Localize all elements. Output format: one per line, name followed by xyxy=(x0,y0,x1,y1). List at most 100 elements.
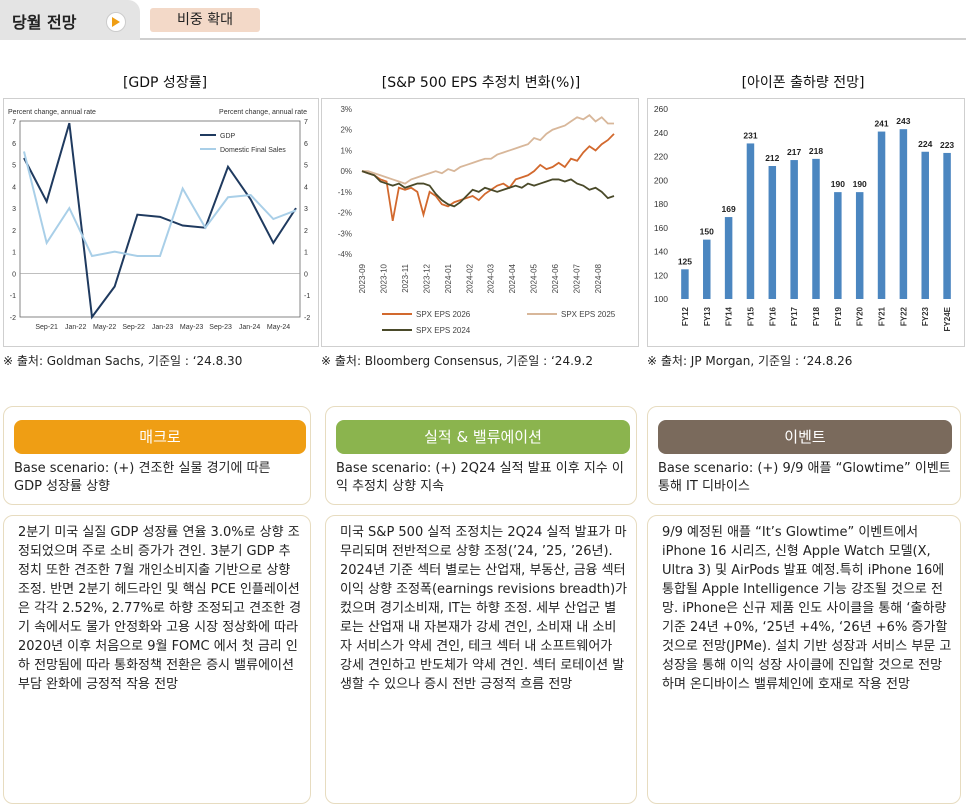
iphone-bar-label: 223 xyxy=(940,140,954,150)
iphone-bar-label: 125 xyxy=(678,256,692,266)
iphone-y-tick: 120 xyxy=(654,270,668,280)
gdp-left-tick: 2 xyxy=(12,228,16,235)
macro-scenario: Base scenario: (+) 견조한 실물 경기에 따른 GDP 성장률… xyxy=(14,461,271,494)
gdp-left-tick: 7 xyxy=(12,119,16,126)
iphone-bar-label: 218 xyxy=(809,146,823,156)
iphone-x-tick: FY24E xyxy=(943,306,952,331)
gdp-right-tick: 0 xyxy=(304,271,308,278)
header-divider xyxy=(0,38,966,40)
iphone-y-tick: 160 xyxy=(654,223,668,233)
event-scenario: Base scenario: (+) 9/9 애플 “Glowtime” 이벤트… xyxy=(658,461,951,494)
gdp-right-tick: -2 xyxy=(304,315,310,322)
iphone-bar xyxy=(899,129,908,299)
macro-body-text: 2분기 미국 실질 GDP 성장률 연율 3.0%로 상향 조정되었으며 주로 … xyxy=(18,525,302,692)
gdp-left-tick: 6 xyxy=(12,141,16,148)
eps-legend-label: SPX EPS 2025 xyxy=(561,310,616,319)
iphone-bar xyxy=(943,152,951,299)
gdp-chart: Percent change, annual rate Percent chan… xyxy=(3,98,319,347)
iphone-bar-label: 150 xyxy=(700,227,714,237)
iphone-x-tick: FY18 xyxy=(812,306,821,326)
event-card: 이벤트 Base scenario: (+) 9/9 애플 “Glowtime”… xyxy=(647,406,961,505)
gdp-right-tick: 7 xyxy=(304,119,308,126)
gdp-left-tick: -1 xyxy=(10,293,16,300)
iphone-y-tick: 200 xyxy=(654,175,668,185)
earnings-scenario: Base scenario: (+) 2Q24 실적 발표 이후 지수 이익 추… xyxy=(336,461,624,494)
iphone-x-tick: FY13 xyxy=(703,306,712,326)
eps-series-line-1 xyxy=(362,114,614,185)
gdp-x-tick: Jan-22 xyxy=(65,324,87,331)
eps-x-tick: 2023-12 xyxy=(422,263,431,293)
iphone-bar xyxy=(790,160,798,299)
event-card-label: 이벤트 xyxy=(658,420,952,454)
iphone-bar xyxy=(746,143,755,299)
iphone-x-tick: FY19 xyxy=(834,306,843,326)
gdp-right-tick: 6 xyxy=(304,141,308,148)
earnings-body-text: 미국 S&P 500 실적 조정치는 2Q24 실적 발표가 마무리되며 전반적… xyxy=(340,525,628,692)
iphone-chart-svg: 100 120 140 160 180 200 220 240 260 125 FY12 150 FY1… xyxy=(654,104,955,331)
eps-x-tick: 2024-06 xyxy=(551,263,560,293)
eps-y-tick: 0% xyxy=(340,167,352,176)
eps-x-tick: 2023-10 xyxy=(379,263,388,293)
gdp-x-tick: Sep-21 xyxy=(35,324,58,331)
eps-x-tick: 2024-08 xyxy=(594,263,603,293)
eps-chart: 3% 2% 1% 0% -1% -2% -3% -4% 2023-09 2023-10 2023-1… xyxy=(321,98,639,347)
gdp-x-tick: May-22 xyxy=(93,324,116,331)
iphone-bar-label: 231 xyxy=(743,130,757,140)
iphone-bar-label: 169 xyxy=(722,204,736,214)
eps-x-tick: 2024-05 xyxy=(530,263,539,293)
gdp-source: ※ 출처: Goldman Sachs, 기준일 : ‘24.8.30 xyxy=(3,354,243,368)
gdp-chart-title: [GDP 성장률] xyxy=(122,75,208,91)
iphone-chart-title: [아이폰 출하량 전망] xyxy=(741,75,865,91)
gdp-left-tick: -2 xyxy=(10,315,16,322)
iphone-bar-label: 243 xyxy=(896,116,910,126)
iphone-bar xyxy=(768,166,777,299)
iphone-y-tick: 220 xyxy=(654,152,668,162)
page-title: 당월 전망 xyxy=(12,13,77,32)
iphone-x-tick: FY15 xyxy=(746,306,755,326)
gdp-x-tick: May-23 xyxy=(180,324,203,331)
iphone-x-tick: FY16 xyxy=(768,306,777,326)
eps-chart-title: [S&P 500 EPS 추정치 변화(%)] xyxy=(381,75,581,91)
iphone-bar-label: 212 xyxy=(765,153,779,163)
gdp-left-tick: 5 xyxy=(12,163,16,170)
iphone-x-tick: FY20 xyxy=(856,306,865,326)
earnings-card-label: 실적 & 밸류에이션 xyxy=(336,420,630,454)
gdp-plot-frame xyxy=(19,120,301,318)
gdp-x-tick: Jan-23 xyxy=(152,324,174,331)
gdp-right-axis-label: Percent change, annual rate xyxy=(219,109,307,116)
earnings-body-box: 미국 S&P 500 실적 조정치는 2Q24 실적 발표가 마무리되며 전반적… xyxy=(325,515,637,804)
eps-x-tick: 2023-11 xyxy=(401,263,410,292)
eps-x-tick: 2024-03 xyxy=(487,263,496,293)
iphone-bar xyxy=(834,192,842,299)
iphone-bar-label: 190 xyxy=(831,179,845,189)
iphone-y-tick: 140 xyxy=(654,247,668,257)
iphone-bar xyxy=(812,158,820,299)
iphone-bar xyxy=(877,131,886,299)
iphone-bar xyxy=(855,192,864,299)
eps-y-tick: -4% xyxy=(338,250,352,259)
eps-y-tick: 1% xyxy=(340,146,352,155)
iphone-x-tick: FY14 xyxy=(725,306,734,326)
gdp-series-line-0 xyxy=(23,122,297,320)
event-body-text: 9/9 예정된 애플 “It’s Glowtime” 이벤트에서 iPhone … xyxy=(662,525,952,692)
event-body-box: 9/9 예정된 애플 “It’s Glowtime” 이벤트에서 iPhone … xyxy=(647,515,961,804)
eps-legend-label: SPX EPS 2024 xyxy=(416,326,471,335)
macro-card-label: 매크로 xyxy=(14,420,306,454)
play-icon[interactable] xyxy=(106,12,126,32)
eps-y-tick: 3% xyxy=(340,105,352,114)
eps-series-line-2 xyxy=(361,170,615,208)
eps-y-tick: -1% xyxy=(338,188,352,197)
iphone-source: ※ 출처: JP Morgan, 기준일 : ‘24.8.26 xyxy=(647,354,853,368)
iphone-bar-label: 217 xyxy=(787,147,801,157)
gdp-x-tick: May-24 xyxy=(267,324,290,331)
gdp-legend-label: GDP xyxy=(220,133,236,140)
iphone-x-tick: FY22 xyxy=(899,306,908,326)
gdp-right-tick: 1 xyxy=(304,250,308,257)
eps-x-tick: 2024-07 xyxy=(573,263,582,293)
macro-card: 매크로 Base scenario: (+) 견조한 실물 경기에 따른 GDP… xyxy=(3,406,311,505)
iphone-x-tick: FY21 xyxy=(878,306,887,326)
eps-y-tick: -2% xyxy=(338,209,352,218)
iphone-chart: 100 120 140 160 180 200 220 240 260 125 FY12 150 FY1… xyxy=(647,98,965,347)
eps-chart-svg: 3% 2% 1% 0% -1% -2% -3% -4% 2023-09 2023-10 2023-1… xyxy=(338,105,616,335)
gdp-right-tick: 5 xyxy=(304,163,308,170)
